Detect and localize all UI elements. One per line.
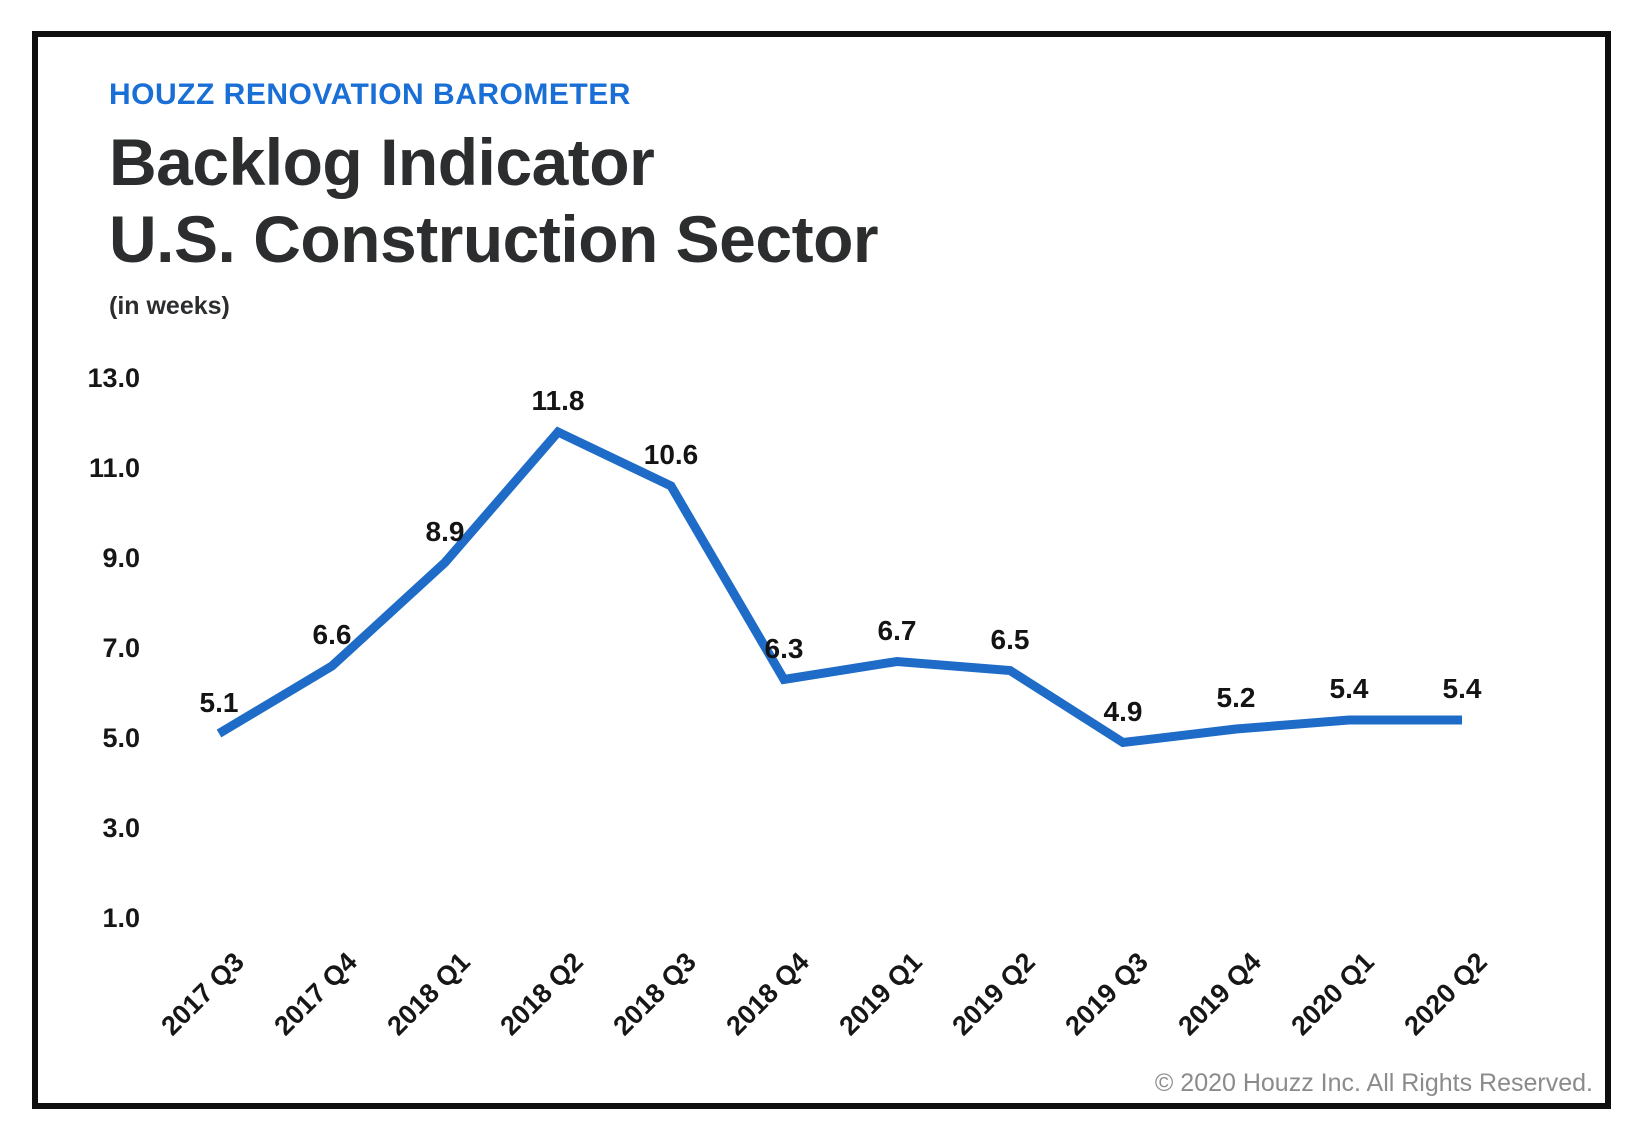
report-eyebrow: HOUZZ RENOVATION BAROMETER <box>109 78 631 111</box>
data-point-label: 6.5 <box>990 623 1030 655</box>
chart-title-line2: U.S. Construction Sector <box>109 202 879 276</box>
page-frame <box>32 31 1611 1109</box>
data-point-label: 6.7 <box>877 614 917 646</box>
y-tick-label: 7.0 <box>102 633 140 663</box>
data-point-label: 6.6 <box>312 619 352 650</box>
chart-subtitle: (in weeks) <box>109 292 230 320</box>
chart-title-line1: Backlog Indicator <box>109 125 655 199</box>
data-point-label: 4.9 <box>1103 695 1143 727</box>
y-tick-label: 13.0 <box>87 363 140 393</box>
data-point-label: 5.2 <box>1216 682 1256 713</box>
data-point-label: 5.4 <box>1442 673 1482 704</box>
chart-header: HOUZZ RENOVATION BAROMETER Backlog Indic… <box>109 78 879 321</box>
data-point-label: 8.9 <box>425 515 465 547</box>
data-point-label: 6.3 <box>764 632 804 664</box>
y-tick-label: 9.0 <box>102 543 140 573</box>
y-tick-label: 3.0 <box>102 813 140 843</box>
y-tick-label: 1.0 <box>102 903 140 933</box>
y-tick-label: 11.0 <box>88 453 140 483</box>
copyright-text: © 2020 Houzz Inc. All Rights Reserved. <box>1154 1069 1593 1097</box>
data-point-label: 5.1 <box>199 686 239 718</box>
data-point-label: 11.8 <box>531 385 585 416</box>
data-point-label: 5.4 <box>1329 673 1369 704</box>
data-point-label: 10.6 <box>643 439 699 470</box>
trend-line-path <box>216 426 1462 748</box>
y-tick-label: 5.0 <box>102 723 140 753</box>
